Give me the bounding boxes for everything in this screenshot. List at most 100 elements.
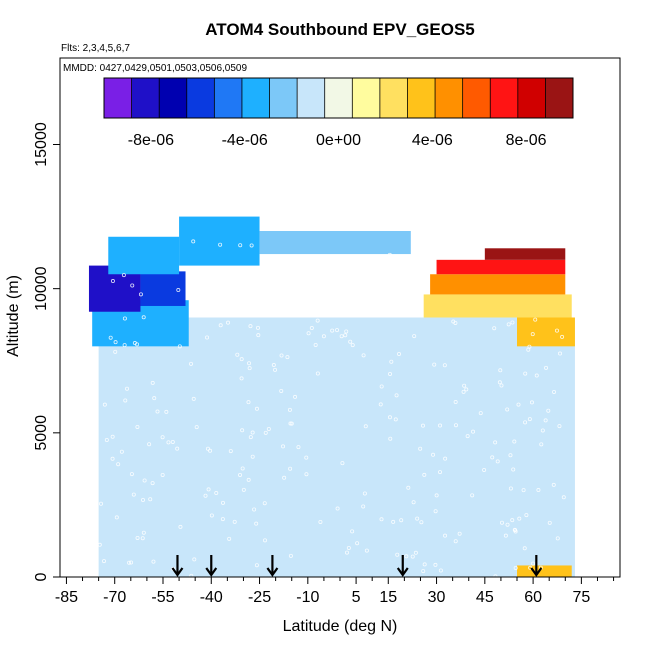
observation-point [464, 387, 469, 392]
observation-point [412, 334, 417, 339]
observation-point [335, 506, 340, 511]
observation-point [313, 342, 318, 347]
observation-point [135, 535, 140, 540]
observation-point [249, 243, 254, 248]
observation-point [273, 367, 278, 372]
observation-point [221, 300, 226, 305]
observation-point [544, 365, 549, 370]
observation-point [177, 344, 182, 349]
heatmap-cell [114, 346, 180, 433]
observation-point [471, 429, 476, 434]
colorbar-swatch [131, 78, 160, 118]
observation-point [533, 317, 538, 322]
observation-point [492, 326, 497, 331]
observation-point [410, 554, 415, 559]
flight-arrow [266, 555, 279, 577]
observation-point [247, 366, 252, 371]
observation-point [438, 470, 443, 475]
observation-point [420, 423, 425, 428]
observation-point [150, 380, 155, 385]
heatmap-cell [517, 317, 575, 347]
observation-point [138, 292, 143, 297]
observation-point [113, 340, 118, 345]
observation-point [240, 466, 245, 471]
observation-point [209, 513, 214, 518]
x-axis: -85 -70 -55 -40 -25 -10 5 15 30 45 60 75 [55, 577, 615, 606]
observation-point [451, 319, 456, 324]
observation-point [536, 488, 541, 493]
observation-point [252, 507, 257, 512]
x-tick-label: 5 [352, 589, 361, 606]
observation-point [218, 323, 223, 328]
observation-point [498, 368, 503, 373]
observation-point [140, 536, 145, 541]
observation-point [250, 454, 255, 459]
observation-point [546, 408, 551, 413]
x-tick-label: 30 [428, 589, 446, 606]
observation-point [271, 363, 276, 368]
observation-point [340, 461, 345, 466]
observation-point [364, 548, 369, 553]
observation-point [226, 320, 231, 325]
observation-point [279, 353, 284, 358]
colorbar-frame [103, 77, 574, 119]
observation-point [415, 516, 420, 521]
observation-point [387, 252, 392, 257]
observation-point [470, 493, 475, 498]
observation-point [132, 341, 137, 346]
observation-point [482, 467, 487, 472]
observation-point [506, 322, 511, 327]
observation-point [432, 362, 437, 367]
observation-point [503, 533, 508, 538]
observation-point [346, 545, 351, 550]
observation-point [150, 481, 155, 486]
observation-point [108, 335, 113, 340]
observation-point [141, 530, 146, 535]
observation-point [497, 380, 502, 385]
observation-point [443, 456, 448, 461]
observation-point [247, 361, 252, 366]
observation-point [555, 536, 560, 541]
x-axis-label: Latitude (deg N) [283, 618, 398, 635]
observation-point [140, 497, 145, 502]
observation-point [281, 444, 286, 449]
heatmap-cell [484, 248, 566, 260]
observation-point [493, 574, 498, 577]
observation-point [189, 573, 194, 577]
observation-point [239, 376, 244, 381]
observation-point [164, 409, 169, 414]
observation-point [517, 516, 522, 521]
observation-point [288, 553, 293, 558]
observation-point [557, 424, 562, 429]
observation-point [543, 418, 548, 423]
observation-point [404, 554, 409, 559]
observation-point [110, 279, 115, 284]
flight-arrow [205, 555, 218, 577]
observation-point [304, 472, 309, 477]
observation-point [235, 352, 240, 357]
observation-point [129, 472, 134, 477]
observation-point [379, 517, 384, 522]
observation-point [257, 280, 262, 285]
observation-point [191, 239, 196, 244]
observation-point [350, 529, 355, 534]
observation-point [478, 411, 483, 416]
observation-point [232, 519, 237, 524]
observation-point [331, 282, 336, 287]
flight-arrow [171, 555, 184, 577]
observation-point [240, 428, 245, 433]
observation-point [512, 439, 517, 444]
x-tick-label: 75 [572, 589, 590, 606]
observation-point [461, 389, 466, 394]
colorbar-tick-label: -8e-06 [128, 132, 174, 149]
observation-point [218, 242, 223, 247]
colorbar: -8e-06 -4e-06 0e+00 4e-06 8e-06 [103, 77, 574, 149]
colorbar-swatch [545, 78, 574, 118]
observation-point [421, 569, 426, 574]
observation-point [524, 513, 529, 518]
observation-point [397, 351, 402, 356]
observation-point [433, 562, 438, 567]
x-tick-label: 15 [379, 589, 397, 606]
observation-point [431, 452, 436, 457]
